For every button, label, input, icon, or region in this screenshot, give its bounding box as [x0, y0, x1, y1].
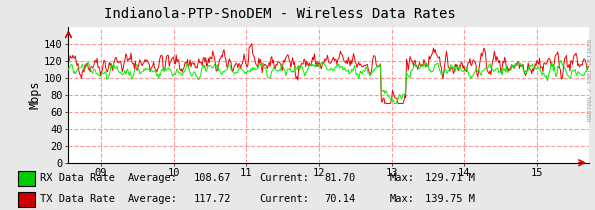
Text: Current:: Current: [259, 173, 309, 183]
Text: 70.14: 70.14 [324, 194, 356, 204]
Text: 81.70: 81.70 [324, 173, 356, 183]
Y-axis label: Mbps: Mbps [29, 81, 41, 109]
Text: Max:: Max: [390, 173, 415, 183]
Text: RX Data Rate: RX Data Rate [40, 173, 115, 183]
Text: Average:: Average: [128, 194, 178, 204]
Text: 108.67: 108.67 [193, 173, 231, 183]
Text: TX Data Rate: TX Data Rate [40, 194, 115, 204]
Text: RRDTOOL / TOBI OETIKER: RRDTOOL / TOBI OETIKER [587, 39, 592, 121]
Text: Average:: Average: [128, 173, 178, 183]
Text: 139.75 M: 139.75 M [425, 194, 475, 204]
Text: Indianola-PTP-SnoDEM - Wireless Data Rates: Indianola-PTP-SnoDEM - Wireless Data Rat… [104, 7, 456, 21]
Text: Max:: Max: [390, 194, 415, 204]
Text: Current:: Current: [259, 194, 309, 204]
Text: 117.72: 117.72 [193, 194, 231, 204]
Text: 129.71 M: 129.71 M [425, 173, 475, 183]
